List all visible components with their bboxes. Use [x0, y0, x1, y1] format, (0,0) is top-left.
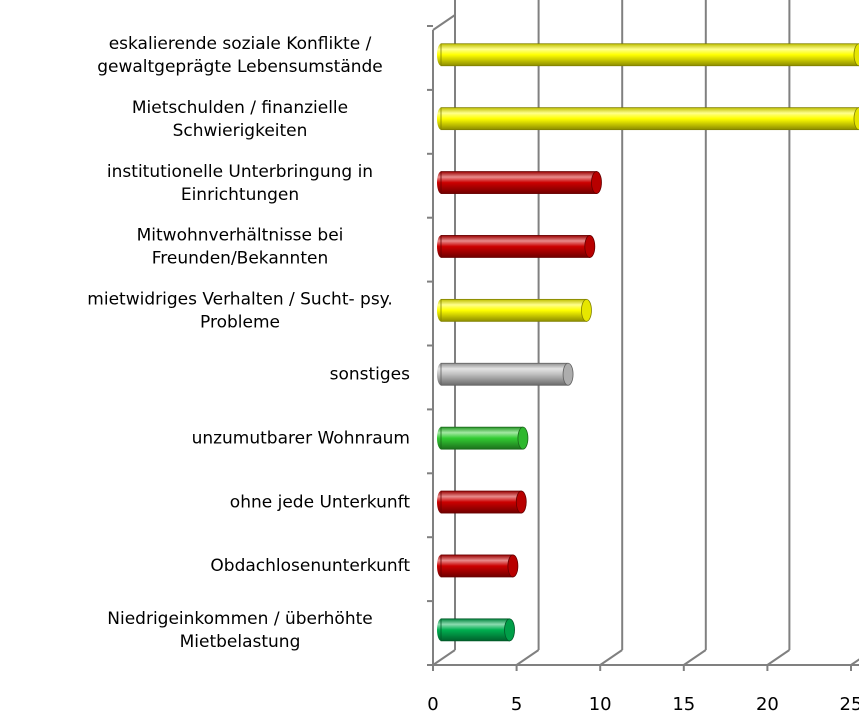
bar	[437, 107, 859, 131]
grid-line	[432, 649, 456, 666]
category-label: Probleme	[200, 313, 280, 333]
bar-body	[440, 298, 587, 322]
bar-body	[440, 490, 522, 514]
bar-cap	[591, 171, 602, 194]
category-label: mietwidriges Verhalten / Sucht- psy.	[87, 290, 392, 310]
bar-body	[440, 426, 524, 450]
category-label: Niedrigeinkommen / überhöhte	[107, 609, 372, 629]
category-label: Einrichtungen	[181, 185, 299, 205]
bar	[437, 171, 602, 194]
bar	[437, 554, 519, 578]
bar-cap	[504, 618, 515, 642]
category-label: gewaltgeprägte Lebensumstände	[97, 57, 383, 77]
bar-body	[440, 107, 859, 131]
category-label: Mitwohnverhältnisse bei	[137, 226, 344, 246]
bar-cap	[515, 490, 527, 514]
x-tick-label: 10	[589, 694, 612, 715]
category-label: institutionelle Unterbringung in	[107, 162, 373, 182]
bar-body	[440, 362, 569, 386]
bar-body	[440, 618, 510, 642]
category-label: eskalierende soziale Konflikte /	[109, 34, 372, 54]
x-tick-label: 5	[511, 694, 522, 715]
grid-line	[850, 658, 859, 666]
bar-cap	[517, 426, 529, 450]
category-label: ohne jede Unterkunft	[230, 492, 411, 512]
bar	[437, 362, 574, 386]
bar	[437, 298, 592, 322]
category-label: unzumutbarer Wohnraum	[192, 428, 410, 448]
grid-line	[766, 649, 790, 666]
bar	[437, 426, 529, 450]
grid-line	[683, 649, 707, 666]
category-label: sonstiges	[330, 364, 411, 384]
bar-cap	[584, 235, 596, 258]
bar-cap	[507, 554, 519, 578]
bar-body	[440, 171, 597, 194]
grid-line	[516, 649, 540, 666]
bar	[437, 43, 859, 67]
category-label: Mietbelastung	[180, 632, 301, 652]
x-tick-label: 15	[672, 694, 695, 715]
x-tick-label: 0	[427, 694, 438, 715]
bar-cap	[853, 107, 859, 131]
bar	[437, 235, 596, 258]
category-label: Obdachlosenunterkunft	[210, 556, 410, 576]
bar	[437, 618, 515, 642]
bar-body	[440, 43, 859, 67]
bar-cap	[581, 298, 592, 322]
bar-cap	[562, 362, 574, 386]
x-tick-label: 20	[756, 694, 779, 715]
bar-cap	[853, 43, 859, 67]
bar	[437, 490, 527, 514]
grid-line	[599, 649, 623, 666]
bar-body	[440, 554, 514, 578]
axis-line	[432, 14, 456, 31]
category-label: Freunden/Bekannten	[152, 249, 328, 269]
x-tick-label: 25	[840, 694, 859, 715]
category-label: Schwierigkeiten	[173, 121, 308, 141]
bar-body	[440, 235, 591, 258]
category-label: Mietschulden / finanzielle	[132, 98, 348, 118]
